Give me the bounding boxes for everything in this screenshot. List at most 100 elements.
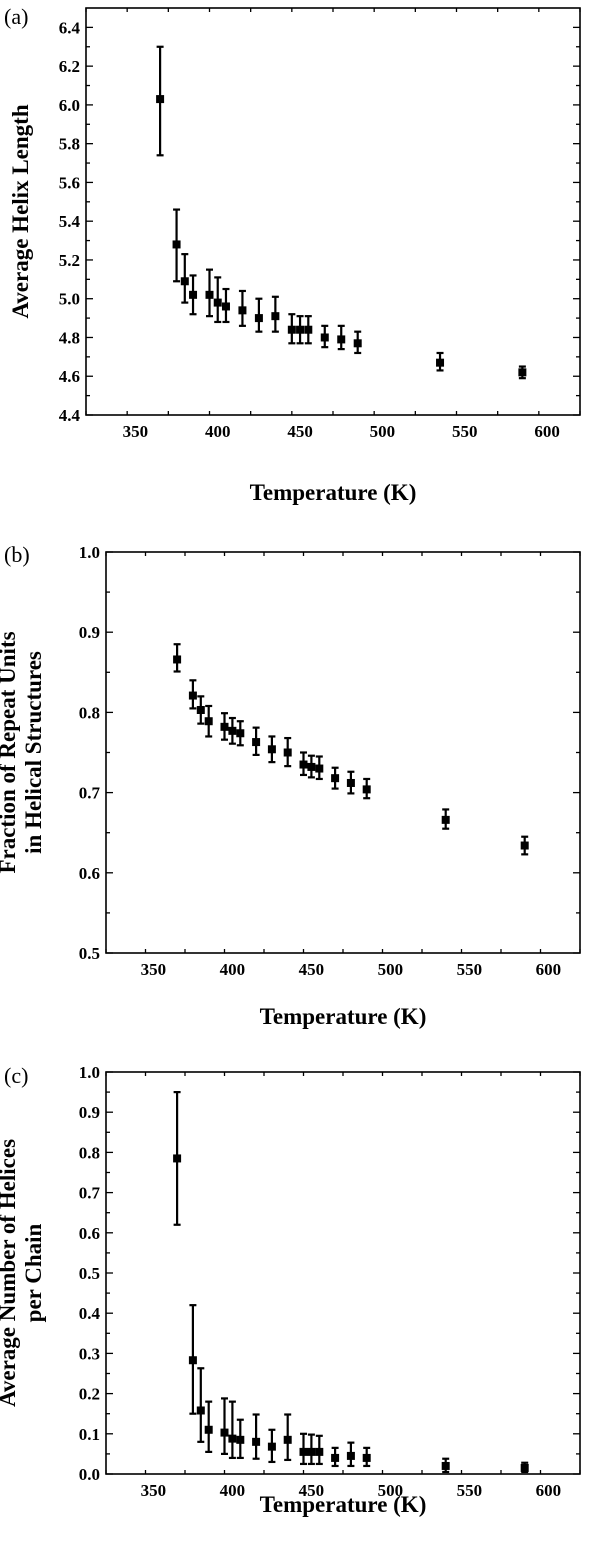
x-tick-label: 500 <box>370 422 396 441</box>
data-point <box>518 368 527 377</box>
data-point-group <box>254 297 263 333</box>
data-point-group <box>228 1400 237 1460</box>
x-tick-label: 600 <box>534 422 560 441</box>
data-point-group <box>220 712 229 741</box>
y-tick-label: 0.6 <box>79 864 100 883</box>
panel-label: (c) <box>4 1063 28 1088</box>
chart-panel-c: (c) 350 400 450 500 550 600 0.0 0.1 0.2 0.3 0.4 0.5 0… <box>0 1063 581 1517</box>
x-axis-title: Temperature (K) <box>250 480 417 505</box>
data-point-group <box>189 274 198 316</box>
data-point-group <box>331 1446 340 1468</box>
data-point <box>331 774 340 783</box>
y-axis-title-line: Fraction of Repeat Units <box>0 631 20 873</box>
data-point-group <box>320 324 329 349</box>
x-tick-label: 600 <box>536 1481 562 1500</box>
y-tick-label: 0.5 <box>79 944 100 963</box>
data-point-group <box>236 1418 245 1460</box>
x-tick-label: 550 <box>452 422 478 441</box>
data-point-group <box>252 1413 261 1460</box>
x-tick-label: 350 <box>141 960 167 979</box>
y-tick-label: 5.2 <box>59 251 80 270</box>
data-point-group <box>220 1397 229 1456</box>
data-point-group <box>518 365 527 380</box>
data-point <box>172 240 181 249</box>
y-tick-label: 0.7 <box>79 1184 101 1203</box>
data-point <box>362 785 371 794</box>
data-point <box>236 729 245 738</box>
y-tick-label: 6.2 <box>59 57 80 76</box>
data-point <box>315 1447 324 1456</box>
data-point-group <box>436 351 445 372</box>
y-tick-label: 0.1 <box>79 1425 100 1444</box>
data-point <box>436 358 445 367</box>
x-tick-label: 550 <box>457 1481 483 1500</box>
data-point-group <box>362 777 371 800</box>
data-point <box>196 705 205 714</box>
data-point-group <box>238 289 247 327</box>
y-tick-label: 0.5 <box>79 1264 100 1283</box>
y-axis-title-line: Average Helix Length <box>8 104 33 318</box>
data-point <box>267 745 276 754</box>
y-tick-label: 0.8 <box>79 1143 100 1162</box>
data-point-group <box>236 720 245 747</box>
panel-label: (b) <box>4 542 30 567</box>
data-point-group <box>520 835 529 856</box>
data-point-group <box>196 695 205 725</box>
chart-panel-a: (a) 350 400 450 500 550 600 4.4 4.6 4.8 5.0 5.2 5.4 5… <box>4 4 581 505</box>
y-tick-label: 5.6 <box>59 173 80 192</box>
y-tick-label: 0.2 <box>79 1385 100 1404</box>
y-tick-label: 0.6 <box>79 1224 100 1243</box>
data-point <box>315 764 324 773</box>
y-tick-label: 1.0 <box>79 1063 100 1082</box>
data-point-group <box>346 770 355 795</box>
data-point <box>441 815 450 824</box>
y-tick-label: 4.6 <box>59 367 80 386</box>
plot-frame <box>105 551 581 954</box>
x-tick-label: 550 <box>457 960 483 979</box>
data-point <box>236 1435 245 1444</box>
data-point <box>189 290 198 299</box>
data-point <box>520 1463 529 1472</box>
data-point-group <box>173 643 182 673</box>
data-point-group <box>156 45 165 157</box>
x-tick-label: 350 <box>141 1481 167 1500</box>
data-point-group <box>520 1461 529 1474</box>
data-point <box>252 738 261 747</box>
x-tick-label: 450 <box>299 1481 325 1500</box>
data-point <box>441 1461 450 1470</box>
data-point-group <box>283 736 292 768</box>
data-point-group <box>205 268 214 318</box>
data-point-group <box>307 1433 316 1466</box>
y-tick-label: 0.4 <box>79 1304 101 1323</box>
x-tick-label: 600 <box>536 960 562 979</box>
x-tick-label: 400 <box>220 960 246 979</box>
data-point <box>156 95 165 104</box>
data-point <box>252 1437 261 1446</box>
data-point <box>254 314 263 323</box>
data-point-group <box>346 1441 355 1468</box>
y-tick-label: 1.0 <box>79 543 100 562</box>
data-point-group <box>267 735 276 764</box>
y-axis-title-line: per Chain <box>21 1223 46 1322</box>
y-tick-label: 5.0 <box>59 290 80 309</box>
data-point <box>283 1435 292 1444</box>
x-axis-title: Temperature (K) <box>260 1004 427 1029</box>
y-tick-label: 0.8 <box>79 703 100 722</box>
y-tick-label: 5.4 <box>59 212 81 231</box>
data-point-group <box>221 287 230 324</box>
data-point <box>238 306 247 315</box>
x-tick-label: 400 <box>220 1481 246 1500</box>
data-point <box>346 778 355 787</box>
data-point <box>267 1442 276 1451</box>
data-point <box>188 691 197 700</box>
data-point <box>337 335 346 344</box>
data-point-group <box>283 1413 292 1462</box>
data-point <box>296 325 305 334</box>
chart-panel-b: (b) 350 400 450 500 550 600 0.5 0.6 0.7 0.8 0.9 1.0 T… <box>0 542 581 1029</box>
data-point-group <box>172 208 181 283</box>
data-point <box>205 290 214 299</box>
x-tick-label: 350 <box>123 422 149 441</box>
y-tick-label: 0.0 <box>79 1465 100 1484</box>
